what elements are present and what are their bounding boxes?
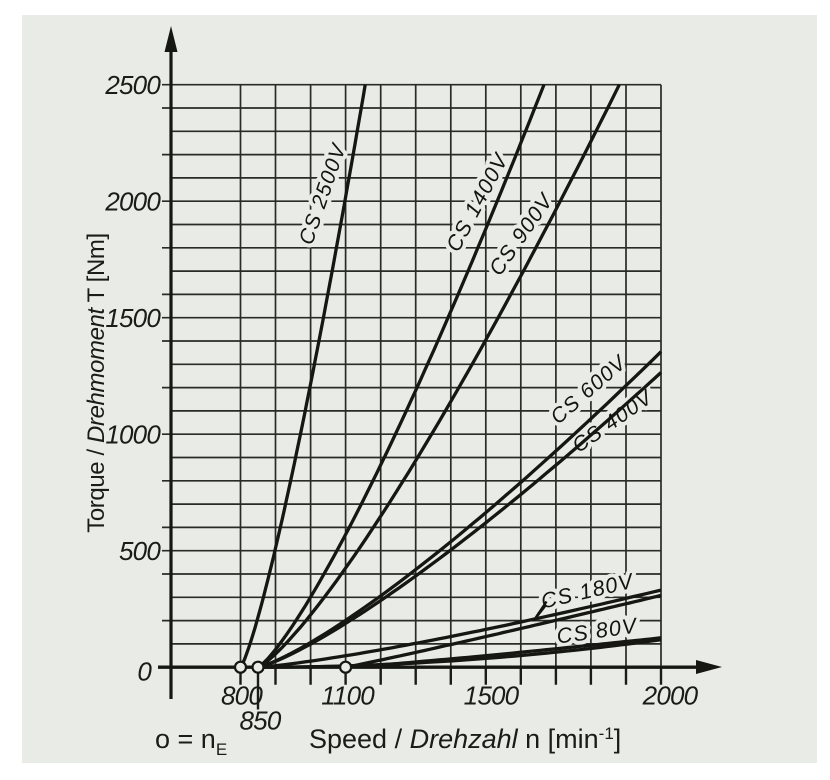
svg-text:800: 800 bbox=[221, 681, 263, 711]
svg-text:Torque / Drehmoment T [Nm]: Torque / Drehmoment T [Nm] bbox=[83, 233, 110, 533]
svg-text:1000: 1000 bbox=[105, 420, 161, 450]
svg-text:500: 500 bbox=[119, 536, 161, 566]
svg-text:1500: 1500 bbox=[105, 303, 161, 333]
svg-text:2000: 2000 bbox=[104, 187, 161, 217]
svg-text:2000: 2000 bbox=[642, 681, 699, 711]
svg-text:Speed / Drehzahl n [min-1]: Speed / Drehzahl n [min-1] bbox=[309, 724, 621, 754]
svg-text:o = nE: o = nE bbox=[155, 724, 227, 759]
svg-text:1100: 1100 bbox=[321, 681, 375, 711]
svg-text:850: 850 bbox=[240, 706, 282, 736]
svg-text:0: 0 bbox=[137, 657, 152, 687]
svg-text:1500: 1500 bbox=[464, 681, 520, 711]
svg-text:2500: 2500 bbox=[104, 70, 161, 100]
